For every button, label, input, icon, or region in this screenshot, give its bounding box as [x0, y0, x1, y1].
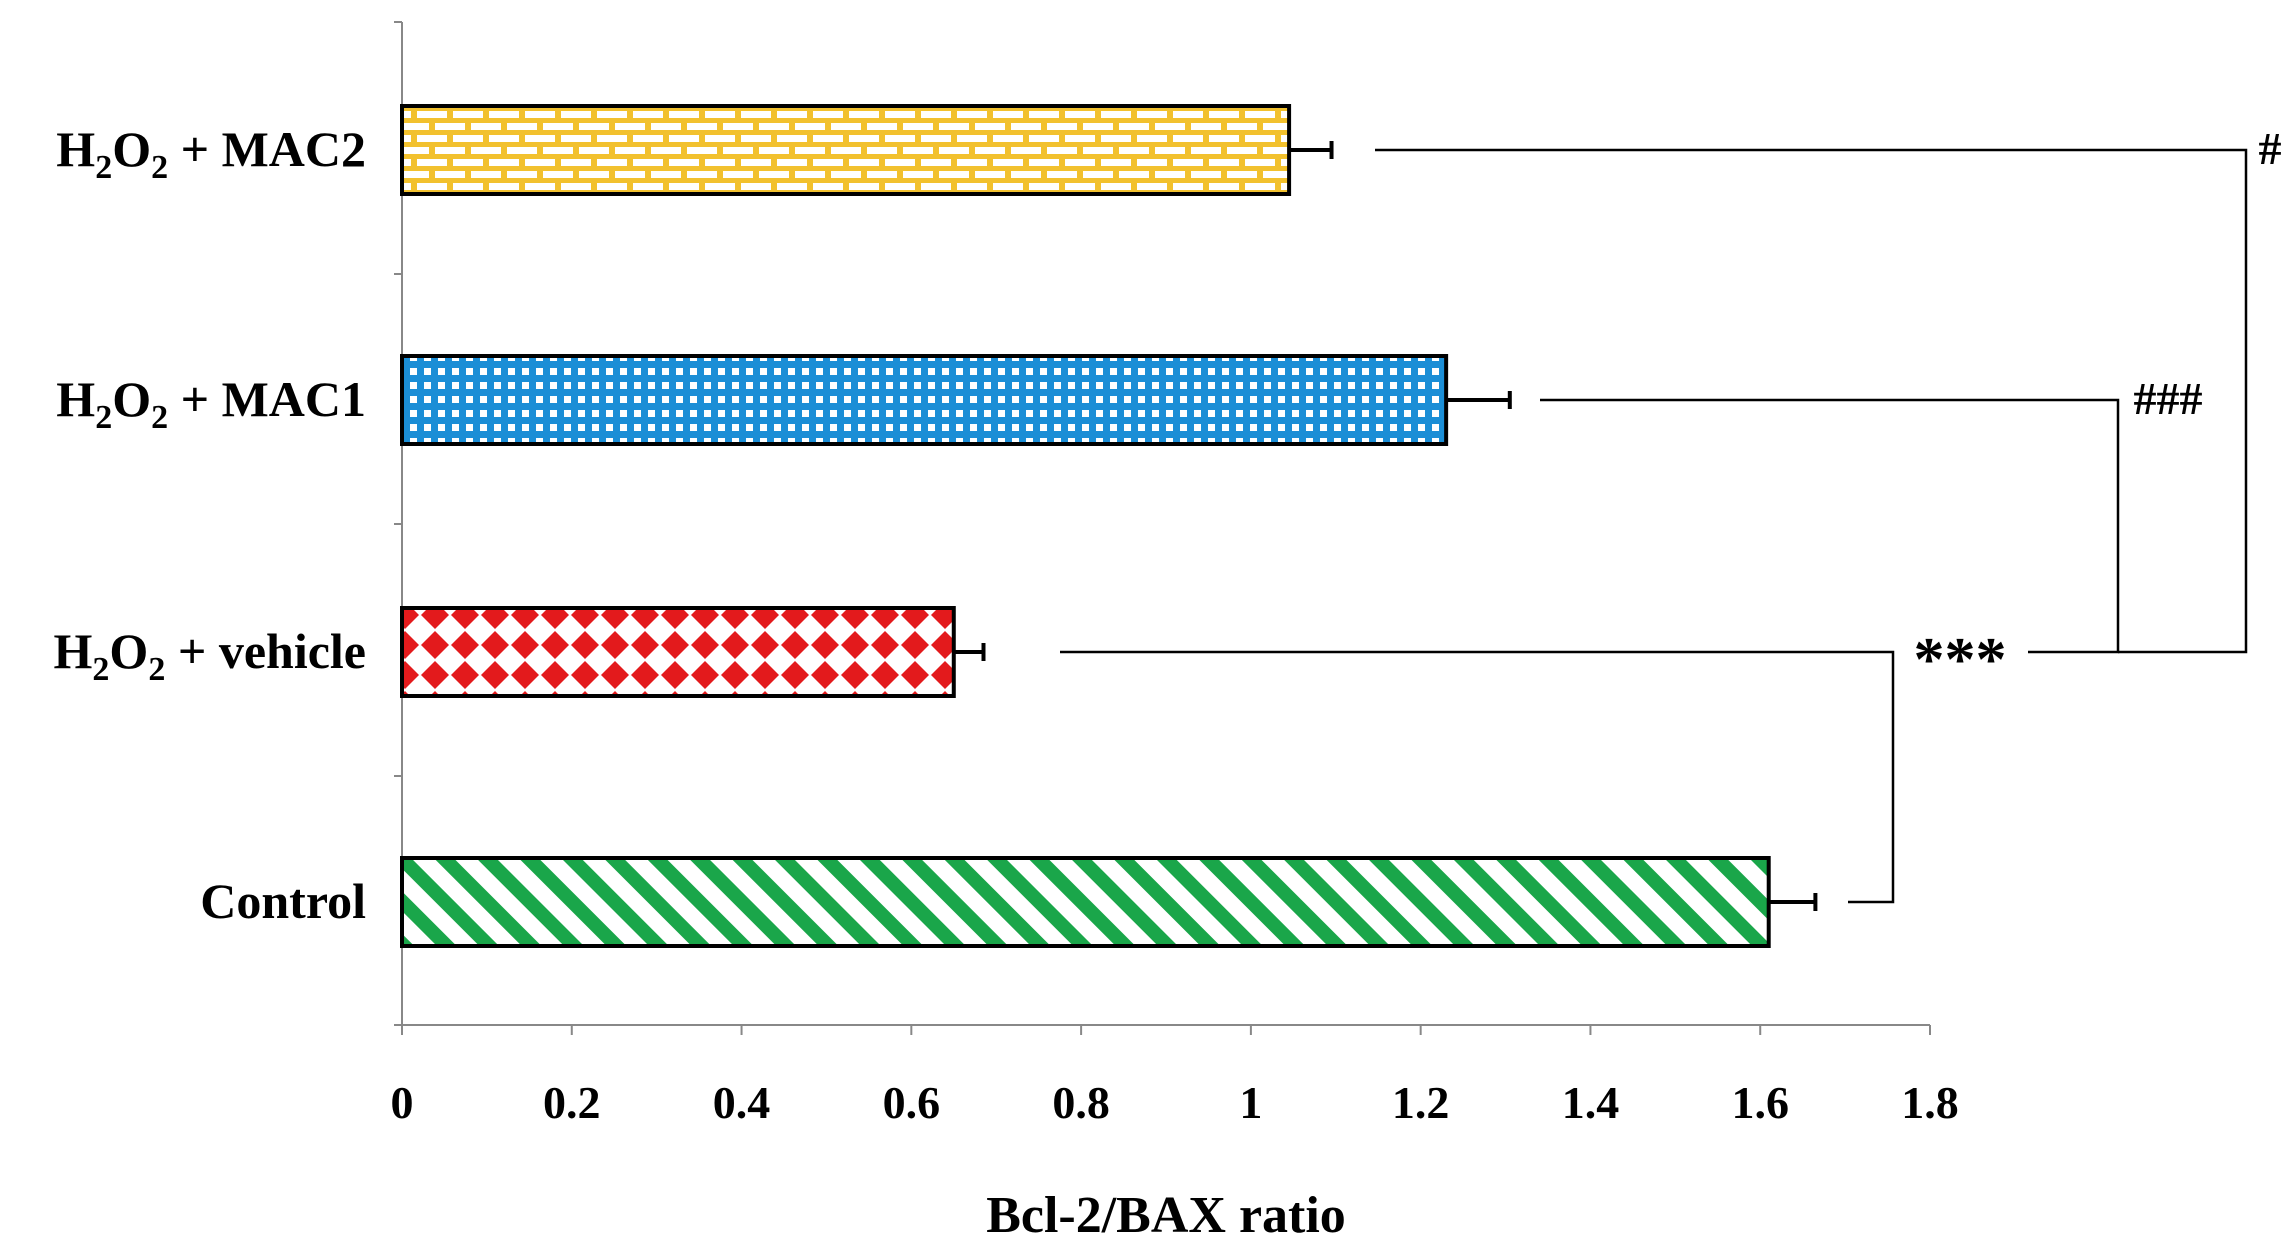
category-label-h2o2-mac2: H2O2 + MAC2 — [56, 121, 366, 186]
bars — [400, 104, 1771, 948]
x-tick-label: 1 — [1239, 1077, 1262, 1128]
x-tick-label: 1.6 — [1731, 1077, 1789, 1128]
significance-label-vehicle-mac2: # — [2259, 123, 2282, 174]
category-label-control: Control — [200, 873, 366, 929]
significance-label-vehicle-mac1: ### — [2134, 373, 2203, 424]
significance-brackets: ***#### — [1060, 123, 2282, 904]
bar-h2o2-mac1 — [400, 354, 1449, 446]
x-tick-label: 0.6 — [883, 1077, 941, 1128]
x-tick-label: 1.8 — [1901, 1077, 1959, 1128]
bar-h2o2-vehicle — [400, 606, 956, 698]
bar-control — [400, 856, 1771, 948]
bar-h2o2-mac2 — [400, 104, 1292, 196]
error-bars — [953, 141, 1818, 911]
x-tick-labels: 0 0.2 0.4 0.6 0.8 1 1.2 1.4 1.6 1.8 — [391, 1077, 1959, 1128]
significance-label-vehicle-control: *** — [1914, 626, 2007, 694]
x-tick-label: 1.2 — [1392, 1077, 1450, 1128]
bracket-vehicle-mac2 — [1375, 148, 2248, 654]
bracket-vehicle-control — [1060, 650, 1895, 904]
category-label-h2o2-vehicle: H2O2 + vehicle — [54, 623, 366, 688]
x-tick-label: 1.4 — [1562, 1077, 1620, 1128]
x-tick-label: 0.2 — [543, 1077, 601, 1128]
category-labels: Control H2O2 + vehicle H2O2 + MAC1 H2O2 + M… — [54, 121, 367, 929]
x-axis-title: Bcl-2/BAX ratio — [986, 1187, 1346, 1244]
x-tick-label: 0.8 — [1052, 1077, 1110, 1128]
category-label-h2o2-mac1: H2O2 + MAC1 — [56, 371, 366, 436]
x-tick-label: 0 — [391, 1077, 414, 1128]
x-tick-label: 0.4 — [713, 1077, 771, 1128]
bracket-vehicle-mac1 — [1540, 398, 2120, 654]
